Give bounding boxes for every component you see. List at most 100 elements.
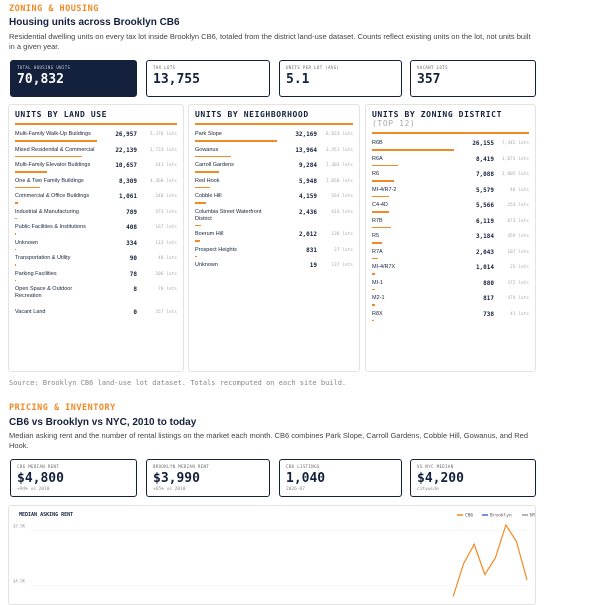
kpi-label: CB6 LISTINGS [286, 464, 395, 469]
row-lots: 40 lots [494, 187, 529, 193]
kpi-note: +94% vs 2010 [17, 487, 130, 492]
row-name: Parking Facilities [15, 271, 99, 278]
row-lots: 206 lots [137, 271, 177, 277]
row-lots: 70 lots [137, 286, 177, 292]
row-lots: 357 lots [137, 309, 177, 315]
row-name: Public Facilities & Institutions [15, 224, 99, 231]
row-units: 2,436 [279, 209, 317, 216]
row-name: C4-4D [372, 202, 456, 209]
description: Residential dwelling units on every tax … [9, 32, 534, 52]
row-lots: 41 lots [494, 311, 529, 317]
kpi-card: CB6 MEDIAN RENT $4,800+94% vs 2010 [10, 459, 137, 497]
row-name-cell: Unknown [195, 262, 279, 273]
row-units: 738 [456, 311, 494, 318]
row-lots: 113 lots [137, 240, 177, 246]
row-name: Open Space & Outdoor Recreation [15, 286, 99, 300]
row-name: Multi-Family Walk-Up Buildings [15, 131, 99, 138]
row-name-cell: M2-1 [372, 295, 456, 306]
kpi-label: CB6 MEDIAN RENT [17, 464, 130, 469]
kpi-value: 5.1 [286, 72, 395, 87]
row-name: Industrial & Manufacturing [15, 209, 99, 216]
row-name: R6B [372, 140, 456, 147]
row-lots: 141 lots [137, 162, 177, 168]
bar [15, 140, 97, 142]
row-lots: 138 lots [317, 231, 353, 237]
bar [15, 202, 18, 204]
row-name-cell: R5 [372, 233, 456, 244]
row-name-cell: Vacant Land [15, 309, 99, 320]
chart-title: MEDIAN ASKING RENT [19, 512, 73, 518]
row-units: 880 [456, 280, 494, 287]
description: Median asking rent and the number of ren… [9, 431, 534, 451]
row-name-cell: Carroll Gardens [195, 162, 279, 173]
bar [15, 171, 47, 173]
row-name-cell: Cobble Hill [195, 193, 279, 204]
row-name: Unknown [195, 262, 279, 269]
row-name: MI-4/R7X [372, 264, 456, 271]
bar [195, 140, 277, 142]
row-name-cell: Park Slope [195, 131, 279, 142]
bar [372, 211, 389, 213]
row-name: R7B [372, 218, 456, 225]
row-units: 8,419 [456, 156, 494, 163]
section-title: CB6 vs Brooklyn vs NYC, 2010 to today [9, 417, 196, 428]
row-lots: 137 lots [317, 262, 353, 268]
row-name-cell: R7A [372, 249, 456, 260]
row-name: R7A [372, 249, 456, 256]
bar [372, 149, 454, 151]
row-name: Cobble Hill [195, 193, 279, 200]
row-units: 10,657 [99, 162, 137, 169]
bar [372, 258, 378, 260]
row-name-cell: Transportation & Utility [15, 255, 99, 266]
row-name-cell: Commercial & Office Buildings [15, 193, 99, 204]
kpi-value: 70,832 [17, 72, 130, 87]
row-units: 2,043 [456, 249, 494, 256]
row-lots: 614 lots [317, 209, 353, 215]
row-name: Columbia Street Waterfront District [195, 209, 279, 223]
bar [372, 242, 382, 244]
row-lots: 1,403 lots [317, 162, 353, 168]
row-name-cell: Industrial & Manufacturing [15, 209, 99, 220]
row-name: MI-4/R7-2 [372, 187, 456, 194]
row-name-cell: Multi-Family Elevator Buildings [15, 162, 99, 173]
row-name-cell: Gowanus [195, 147, 279, 158]
row-name-cell: Public Facilities & Institutions [15, 224, 99, 235]
row-units: 26,957 [99, 131, 137, 138]
row-units: 78 [99, 271, 137, 278]
row-name: Vacant Land [15, 309, 99, 316]
row-lots: 25 lots [494, 264, 529, 270]
row-name-cell: MI-1 [372, 280, 456, 291]
kpi-card: BROOKLYN MEDIAN RENT$3,990+65% vs 2010 [146, 459, 270, 497]
bar [15, 233, 16, 235]
row-units: 13,964 [279, 147, 317, 154]
row-name: MI-1 [372, 280, 456, 287]
row-units: 831 [279, 247, 317, 254]
bar [195, 187, 210, 189]
row-units: 9,284 [279, 162, 317, 169]
row-name: Multi-Family Elevator Buildings [15, 162, 99, 169]
bar [372, 304, 375, 306]
kpi-value: $4,800 [17, 471, 130, 486]
row-name-cell: Parking Facilities [15, 271, 99, 282]
row-name: One & Two Family Buildings [15, 178, 99, 185]
